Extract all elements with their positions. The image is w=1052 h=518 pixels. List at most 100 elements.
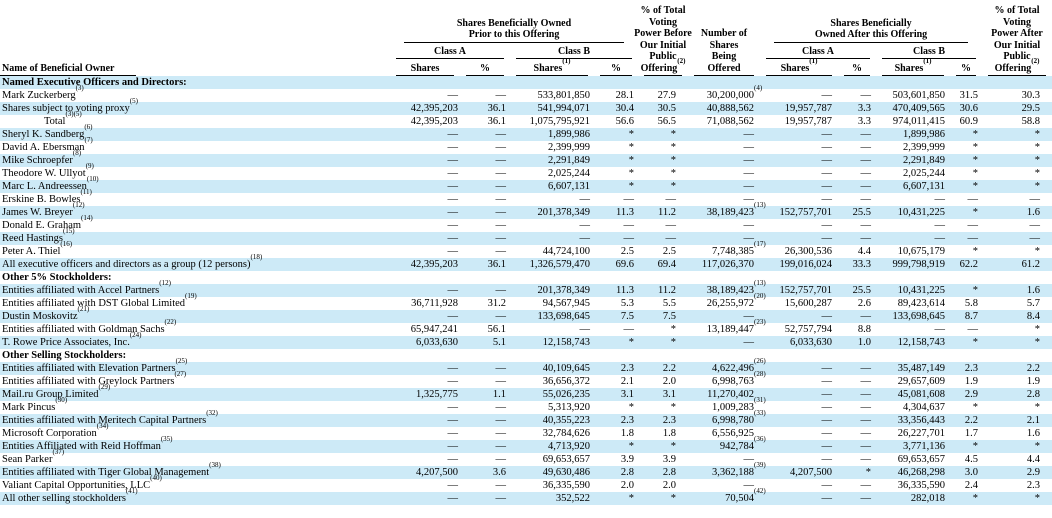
owner-name-cell: Entities affiliated with Elevation Partn… [2, 357, 188, 375]
owner-name-cell: Theodore W. Ullyot(9) [2, 162, 94, 180]
value-cell: 26,300,536 [784, 246, 833, 257]
owner-row: Microsoft Corporation(34) — — 32,784,626 1.8… [0, 423, 1052, 440]
owner-row: James W. Breyer(12) — — 201,378,349 11.3 11.2… [0, 201, 1052, 219]
value-cell: — [821, 233, 833, 244]
section-header-row: Other 5% Stockholders: [0, 271, 1052, 284]
value-cell: 30,200,000(4) [706, 84, 763, 102]
value-cell: * [972, 402, 979, 413]
value-cell: — [579, 233, 591, 244]
value-cell: 19,957,787 [784, 103, 833, 114]
value-cell: 2.3 [662, 415, 677, 426]
value-cell: * [972, 207, 979, 218]
value-cell: 56.1 [487, 324, 506, 335]
owner-name-cell: Mail.ru Group Limited(29) [2, 383, 111, 401]
owner-name-cell: James W. Breyer(12) [2, 201, 85, 219]
value-cell: * [628, 441, 635, 452]
value-cell: — [860, 363, 872, 374]
value-cell: — [821, 441, 833, 452]
value-cell: 2.2 [662, 363, 677, 374]
value-cell: * [628, 129, 635, 140]
value-cell: * [972, 129, 979, 140]
table-body: Named Executive Officers and Directors: M… [0, 76, 1052, 505]
section-title: Named Executive Officers and Directors: [2, 77, 187, 88]
value-cell: * [865, 467, 872, 478]
value-cell: — [743, 129, 755, 140]
value-cell: 13,189,447(23) [706, 318, 766, 336]
value-cell: 62.2 [959, 259, 979, 270]
value-cell: 4.5 [964, 454, 979, 465]
name-column-header: Name of Beneficial Owner [0, 5, 390, 76]
value-cell: — [821, 428, 833, 439]
value-cell: 8.7 [964, 311, 979, 322]
value-cell: — [821, 363, 833, 374]
owner-name-cell: Entities affiliated with Meritech Capita… [2, 409, 218, 427]
value-cell: — [743, 480, 755, 491]
after-b-pct-header: % [950, 59, 982, 76]
value-cell: 70,504(42) [725, 487, 766, 505]
value-cell: — [447, 415, 459, 426]
value-cell: 282,018 [910, 493, 946, 504]
value-cell: 11.3 [616, 285, 635, 296]
value-cell: — [447, 233, 459, 244]
value-cell: 30.5 [657, 103, 677, 114]
value-cell: 42,395,203 [410, 259, 458, 270]
owner-row: Entities affiliated with Tiger Global Ma… [0, 462, 1052, 479]
value-cell: 503,601,850 [892, 90, 946, 101]
owner-name-cell: Mark Zuckerberg(3) [2, 84, 84, 102]
value-cell: — [447, 311, 459, 322]
value-cell: — [579, 194, 591, 205]
value-cell: — [821, 142, 833, 153]
value-cell: 974,011,415 [892, 116, 946, 127]
value-cell: — [495, 142, 507, 153]
value-cell: 3.9 [662, 454, 677, 465]
value-cell: * [1034, 441, 1041, 452]
value-cell: — [495, 285, 507, 296]
owner-row: Entities affiliated with Elevation Partn… [0, 357, 1052, 375]
value-cell: — [495, 129, 507, 140]
value-cell: 28.1 [615, 90, 635, 101]
value-cell: 61.2 [1021, 259, 1041, 270]
value-cell: 36.1 [487, 259, 506, 270]
value-cell: — [821, 376, 833, 387]
owner-name-cell: Dustin Moskovitz(21) [2, 305, 90, 323]
after-a-shares-header: Shares(1) [760, 57, 838, 76]
owner-row: Mail.ru Group Limited(29) 1,325,775 1.1 55,… [0, 383, 1052, 401]
prior-class-a-header: Class A [390, 43, 510, 60]
value-cell: 29.5 [1021, 103, 1041, 114]
value-cell: 4.4 [1026, 454, 1041, 465]
value-cell: — [860, 376, 872, 387]
value-cell: 45,081,608 [897, 389, 946, 400]
value-cell: — [821, 415, 833, 426]
value-cell: 999,798,919 [892, 259, 946, 270]
value-cell: — [623, 194, 635, 205]
value-cell: 69,653,657 [897, 454, 946, 465]
value-cell: 36.1 [487, 103, 506, 114]
value-cell: — [495, 90, 507, 101]
owner-name-cell: Marc L. Andreessen(10) [2, 175, 99, 193]
value-cell: — [860, 142, 872, 153]
owner-row: Mark Zuckerberg(3) — — 533,801,850 28.1 27.9 3… [0, 84, 1052, 102]
value-cell: 2.8 [662, 467, 677, 478]
header-subcolumn-row: Shares % Shares(1) % Shares(1) % Shares(… [0, 57, 1052, 76]
value-cell: — [821, 493, 833, 504]
value-cell: 11,270,402 [707, 389, 755, 400]
value-cell: 2.3 [620, 363, 635, 374]
value-cell: 2.5 [620, 246, 635, 257]
value-cell: — [447, 428, 459, 439]
value-cell: 4,304,637 [903, 402, 946, 413]
owner-name-cell: Entities affiliated with Greylock Partne… [2, 370, 187, 388]
value-cell: — [447, 246, 459, 257]
value-cell: 2.6 [857, 298, 872, 309]
owner-name-cell: Shares subject to voting proxy(5) [2, 97, 138, 115]
value-cell: 2.2 [1026, 363, 1041, 374]
value-cell: * [972, 441, 979, 452]
value-cell: — [495, 246, 507, 257]
owner-row: Mark Pincus(30) — — 5,313,920 * * 1,009,283(31… [0, 397, 1052, 414]
value-cell: * [670, 402, 677, 413]
voting-power-after-header: % of Total Voting Power After Our Initial Pu… [982, 5, 1052, 76]
value-cell: — [743, 155, 755, 166]
value-cell: * [972, 142, 979, 153]
value-cell: * [670, 493, 677, 504]
value-cell: — [860, 168, 872, 179]
value-cell: — [447, 402, 459, 413]
